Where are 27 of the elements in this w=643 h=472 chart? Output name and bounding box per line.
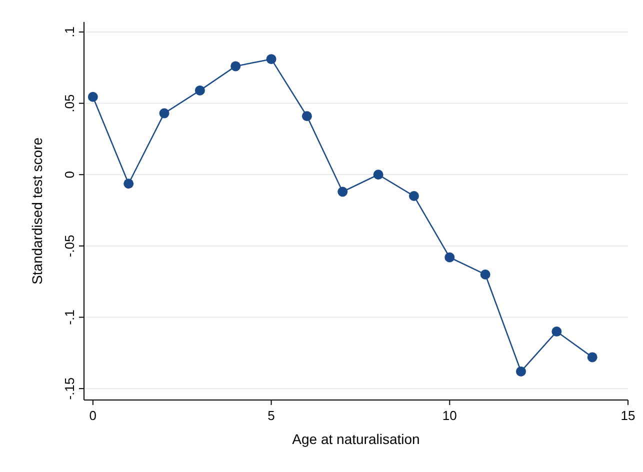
y-tick-label: -.1 [62, 310, 77, 325]
y-tick-label: .1 [62, 26, 77, 38]
y-tick-label: -.05 [62, 234, 77, 258]
point [552, 326, 562, 337]
x-tick-label: 0 [89, 408, 97, 423]
x-tick-label: 5 [268, 408, 275, 423]
point [516, 366, 526, 376]
y-tick-label: .05 [62, 94, 77, 112]
point [159, 108, 170, 118]
point [444, 252, 455, 262]
point [124, 178, 134, 189]
y-axis-title: Standardised test score [29, 137, 45, 285]
point [302, 111, 312, 122]
x-tick-label: 10 [442, 408, 457, 423]
y-tick-label: 0 [62, 171, 77, 178]
point [373, 170, 384, 180]
x-axis-title: Age at naturalisation [292, 431, 420, 447]
point [338, 186, 348, 197]
point [194, 85, 205, 96]
point [480, 269, 490, 280]
point [230, 61, 241, 72]
point [408, 191, 419, 202]
point [587, 352, 598, 362]
x-tick-label: 15 [620, 408, 636, 423]
y-tick-label: -.15 [62, 377, 77, 400]
point [266, 54, 276, 64]
point [88, 92, 98, 102]
